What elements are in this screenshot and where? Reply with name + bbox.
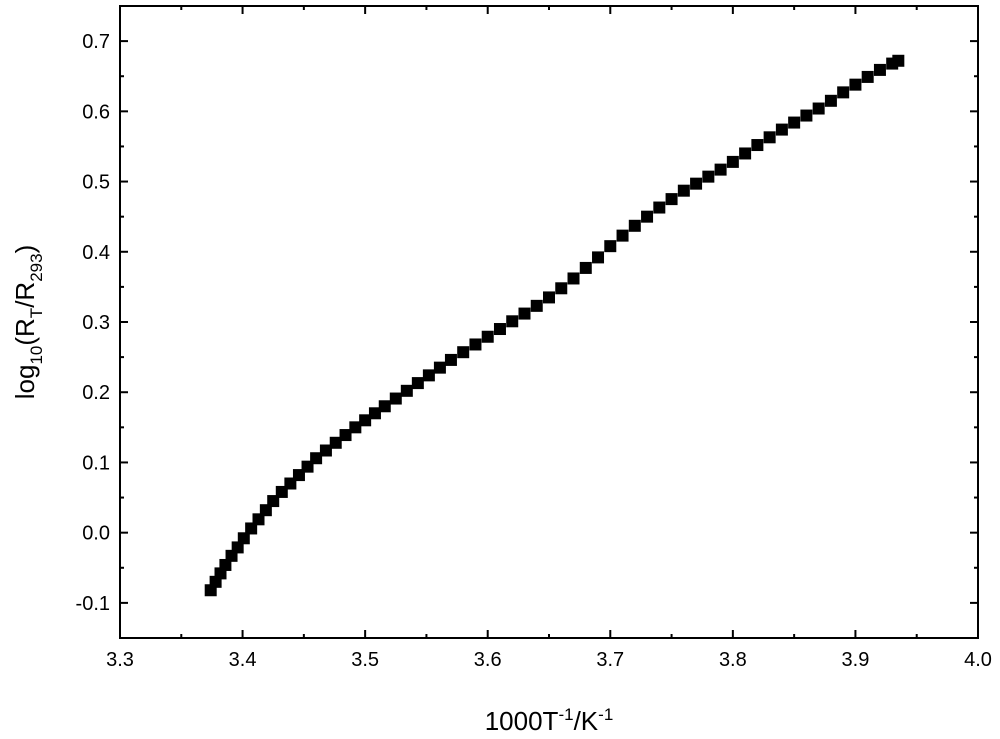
- data-point: [690, 177, 703, 190]
- data-point: [444, 353, 457, 366]
- x-tick-label: 3.9: [842, 649, 870, 671]
- data-point: [800, 109, 813, 122]
- data-point: [319, 444, 332, 457]
- y-tick-label: 0.1: [82, 452, 110, 474]
- x-tick-label: 3.5: [351, 649, 379, 671]
- x-tick-label: 3.6: [474, 649, 502, 671]
- x-tick-label: 3.8: [719, 649, 747, 671]
- y-tick-label: 0.4: [82, 242, 110, 264]
- data-point: [506, 315, 519, 328]
- data-point: [873, 63, 886, 76]
- data-point: [751, 139, 764, 152]
- data-point: [892, 54, 905, 67]
- data-point: [641, 210, 654, 223]
- data-point: [592, 251, 605, 264]
- data-point: [543, 291, 555, 304]
- data-point: [231, 541, 244, 554]
- data-point: [775, 123, 788, 136]
- data-point: [824, 94, 837, 107]
- y-tick-label: 0.2: [82, 382, 110, 404]
- data-point: [411, 377, 424, 390]
- data-point: [493, 323, 506, 336]
- data-point: [837, 86, 850, 99]
- y-tick-label: 0.6: [82, 101, 110, 123]
- data-point: [714, 163, 727, 176]
- data-point: [433, 361, 446, 374]
- data-point: [457, 346, 470, 359]
- x-axis-label: 1000T-1/K-1: [485, 705, 614, 736]
- data-point: [267, 495, 280, 508]
- data-point: [628, 219, 641, 232]
- data-point: [422, 369, 435, 382]
- data-point: [219, 558, 232, 571]
- x-tick-label: 3.7: [596, 649, 624, 671]
- y-tick-label: 0.0: [82, 523, 110, 545]
- data-point: [555, 282, 568, 295]
- data-point: [339, 429, 352, 442]
- data-point: [604, 240, 617, 253]
- y-tick-label: 0.5: [82, 172, 110, 194]
- data-point: [677, 184, 690, 197]
- data-point: [665, 193, 678, 206]
- x-tick-label: 3.3: [106, 649, 134, 671]
- data-point: [702, 170, 715, 183]
- data-point: [368, 407, 381, 420]
- data-point: [579, 261, 592, 274]
- data-point: [763, 131, 776, 144]
- data-point: [378, 400, 391, 413]
- tick-labels: 3.3 3.4 3.5 3.6 3.7 3.8 3.9 4.0 -0.1 0.0 0.1 0.2 0.3…: [76, 31, 992, 671]
- data-point: [329, 436, 342, 449]
- data-point: [788, 116, 801, 129]
- y-tick-label: 0.3: [82, 312, 110, 334]
- data-point: [237, 532, 250, 545]
- data-point: [812, 102, 825, 115]
- data-point: [469, 338, 482, 351]
- data-point: [726, 155, 739, 168]
- data-point: [653, 201, 666, 214]
- data-point: [481, 330, 494, 343]
- axis-ticks: [119, 5, 979, 639]
- data-point: [849, 78, 862, 91]
- x-tick-label: 3.4: [229, 649, 257, 671]
- data-point: [861, 70, 874, 83]
- data-point: [739, 147, 752, 160]
- data-point: [616, 229, 629, 242]
- data-point: [400, 384, 413, 397]
- data-point: [530, 299, 543, 312]
- data-point: [567, 272, 580, 285]
- data-points: [204, 54, 905, 597]
- data-point: [252, 513, 265, 526]
- data-point: [259, 504, 272, 517]
- y-tick-label: 0.7: [82, 31, 110, 53]
- data-point: [359, 414, 372, 427]
- x-tick-label: 4.0: [964, 649, 992, 671]
- data-point: [518, 307, 531, 320]
- data-point: [245, 522, 258, 535]
- data-point: [310, 452, 323, 465]
- data-point: [389, 392, 402, 405]
- data-point: [349, 421, 362, 434]
- y-axis-label: log10(RT/R293): [10, 245, 46, 400]
- y-tick-label: -0.1: [76, 593, 110, 615]
